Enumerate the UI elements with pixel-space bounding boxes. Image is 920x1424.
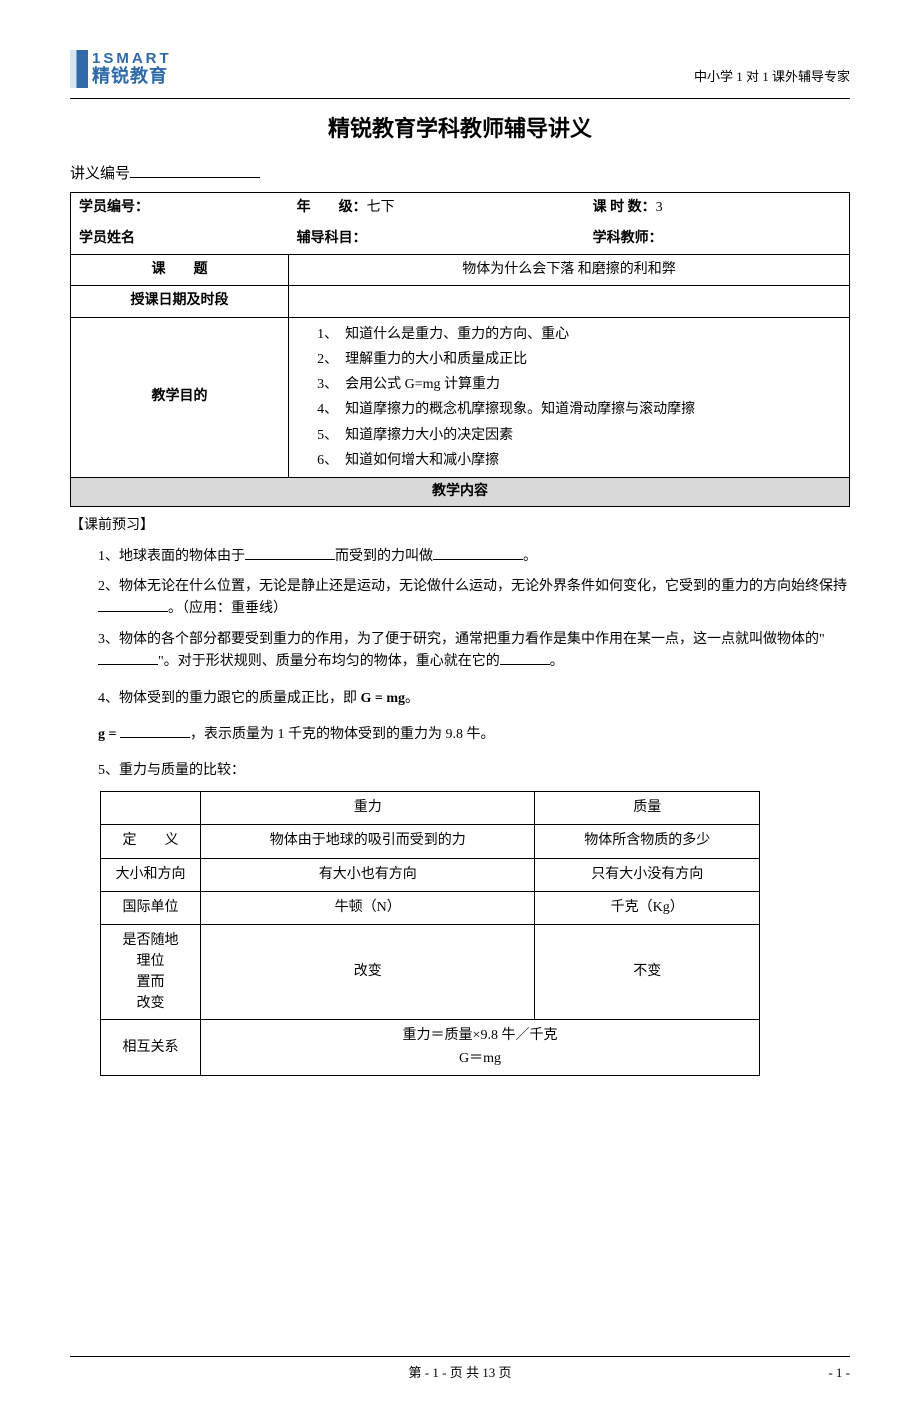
q4g-blank	[120, 724, 190, 738]
rel-value: 重力＝质量×9.8 牛／千克 G＝mg	[201, 1020, 760, 1076]
goal-item: 5、 知道摩擦力大小的决定因素	[317, 423, 841, 448]
q1-blank-1	[245, 546, 335, 560]
hours-label: 课 时 数：	[593, 200, 656, 215]
document-number: 讲义编号	[70, 160, 850, 186]
logo-english: 1SMART	[92, 51, 172, 68]
unit1: 牛顿（N）	[201, 891, 535, 924]
meta-row-goals: 教学目的 1、 知道什么是重力、重力的方向、重心 2、 理解重力的大小和质量成正…	[71, 317, 850, 477]
q2-blank	[98, 598, 168, 612]
subject-label: 辅导科目：	[297, 231, 367, 246]
student-name-label: 学员姓名	[79, 231, 135, 246]
q2-text-a: 2、物体无论在什么位置，无论是静止还是运动，无论做什么运动，无论外界条件如何变化…	[98, 579, 847, 594]
goals-cell: 1、 知道什么是重力、重力的方向、重心 2、 理解重力的大小和质量成正比 3、 …	[289, 317, 850, 477]
topic-label: 课 题	[71, 254, 289, 285]
compare-row-loc: 是否随地理位置而改变 改变 不变	[101, 925, 760, 1020]
preview-heading: 【课前预习】	[70, 515, 850, 537]
compare-header-row: 重力 质量	[101, 791, 760, 824]
header-divider	[70, 98, 850, 99]
goals-label: 教学目的	[71, 317, 289, 477]
q4g-text-a: g =	[98, 727, 116, 742]
def1: 物体由于地球的吸引而受到的力	[201, 825, 535, 858]
teacher-label: 学科教师：	[593, 231, 663, 246]
meta-row-date: 授课日期及时段	[71, 286, 850, 317]
q1-blank-2	[433, 546, 523, 560]
logo-text: 1SMART 精锐教育	[92, 51, 172, 87]
logo-chinese: 精锐教育	[92, 67, 172, 87]
preview-q2: 2、物体无论在什么位置，无论是静止还是运动，无论做什么运动，无论外界条件如何变化…	[70, 576, 850, 621]
meta-row-1: 学员编号： 年 级：七下 课 时 数：3	[71, 193, 850, 224]
doc-num-label: 讲义编号	[70, 166, 130, 182]
preview-q1: 1、地球表面的物体由于 而受到的力叫做 。	[70, 546, 850, 568]
compare-row-size: 大小和方向 有大小也有方向 只有大小没有方向	[101, 858, 760, 891]
q2-text-b: 。（应用：重垂线）	[168, 601, 287, 616]
grade-label: 年 级：	[297, 200, 367, 215]
row-rel-label: 相互关系	[101, 1020, 201, 1076]
size2: 只有大小没有方向	[535, 858, 760, 891]
compare-table: 重力 质量 定 义 物体由于地球的吸引而受到的力 物体所含物质的多少 大小和方向…	[100, 791, 760, 1076]
meta-row-2: 学员姓名 辅导科目： 学科教师：	[71, 224, 850, 255]
student-id-label: 学员编号：	[79, 200, 149, 215]
compare-row-def: 定 义 物体由于地球的吸引而受到的力 物体所含物质的多少	[101, 825, 760, 858]
unit2: 千克（Kg）	[535, 891, 760, 924]
q3-blank-2	[500, 651, 550, 665]
meta-table: 学员编号： 年 级：七下 课 时 数：3 学员姓名 辅导科目： 学科教师： 课 …	[70, 192, 850, 478]
row-loc-label: 是否随地理位置而改变	[101, 925, 201, 1020]
row-size-label: 大小和方向	[101, 858, 201, 891]
compare-row-unit: 国际单位 牛顿（N） 千克（Kg）	[101, 891, 760, 924]
goal-item: 2、 理解重力的大小和质量成正比	[317, 347, 841, 372]
goal-item: 4、 知道摩擦力的概念机摩擦现象。知道滑动摩擦与滚动摩擦	[317, 397, 841, 422]
logo-bar-icon	[70, 50, 88, 88]
compare-row-rel: 相互关系 重力＝质量×9.8 牛／千克 G＝mg	[101, 1020, 760, 1076]
date-label: 授课日期及时段	[71, 286, 289, 317]
loc2: 不变	[535, 925, 760, 1020]
page-header: 1SMART 精锐教育 中小学 1 对 1 课外辅导专家	[70, 50, 850, 88]
q4-text: 4、物体受到的重力跟它的质量成正比，即 G = mg。	[98, 691, 419, 706]
q3-blank-1	[98, 651, 158, 665]
page-footer: 第 - 1 - 页 共 13 页 - 1 -	[70, 1356, 850, 1384]
q1-text-c: 。	[523, 549, 537, 564]
topic-value: 物体为什么会下落 和磨擦的利和弊	[289, 254, 850, 285]
row-def-label: 定 义	[101, 825, 201, 858]
compare-empty-cell	[101, 791, 201, 824]
meta-row-topic: 课 题 物体为什么会下落 和磨擦的利和弊	[71, 254, 850, 285]
header-tagline: 中小学 1 对 1 课外辅导专家	[694, 67, 850, 88]
grade-value: 七下	[367, 200, 395, 215]
goal-item: 3、 会用公式 G=mg 计算重力	[317, 372, 841, 397]
preview-q4g: g = ，表示质量为 1 千克的物体受到的重力为 9.8 牛。	[70, 724, 850, 746]
q3-text-a: 3、物体的各个部分都要受到重力的作用，为了便于研究，通常把重力看作是集中作用在某…	[98, 632, 825, 647]
rel-a: 重力＝质量×9.8 牛／千克	[403, 1028, 558, 1043]
preview-q4: 4、物体受到的重力跟它的质量成正比，即 G = mg。	[70, 688, 850, 710]
q3-text-c: 。	[550, 654, 564, 669]
footer-right: - 1 -	[828, 1363, 850, 1384]
date-value	[289, 286, 850, 317]
footer-center: 第 - 1 - 页 共 13 页	[409, 1363, 512, 1384]
page-title: 精锐教育学科教师辅导讲义	[70, 111, 850, 146]
content-section-bar: 教学内容	[70, 478, 850, 507]
loc1: 改变	[201, 925, 535, 1020]
goal-item: 6、 知道如何增大和减小摩擦	[317, 448, 841, 473]
compare-col1: 重力	[201, 791, 535, 824]
row-unit-label: 国际单位	[101, 891, 201, 924]
def2: 物体所含物质的多少	[535, 825, 760, 858]
goal-item: 1、 知道什么是重力、重力的方向、重心	[317, 322, 841, 347]
preview-section: 【课前预习】 1、地球表面的物体由于而受到的力叫做。 2、物体无论在什么位置，无…	[70, 515, 850, 1076]
preview-q3: 3、物体的各个部分都要受到重力的作用，为了便于研究，通常把重力看作是集中作用在某…	[70, 629, 850, 674]
q1-text-a: 1、地球表面的物体由于	[98, 549, 245, 564]
q3-text-b: "。对于形状规则、质量分布均匀的物体，重心就在它的	[158, 654, 500, 669]
goals-list: 1、 知道什么是重力、重力的方向、重心 2、 理解重力的大小和质量成正比 3、 …	[297, 322, 841, 473]
doc-num-blank	[130, 160, 260, 178]
q4g-text-b: ，表示质量为 1 千克的物体受到的重力为 9.8 牛。	[190, 727, 495, 742]
q1-text-b: 而受到的力叫做	[335, 549, 433, 564]
size1: 有大小也有方向	[201, 858, 535, 891]
rel-b: G＝mg	[459, 1051, 501, 1066]
logo: 1SMART 精锐教育	[70, 50, 172, 88]
hours-value: 3	[656, 200, 663, 215]
compare-col2: 质量	[535, 791, 760, 824]
preview-q5: 5、重力与质量的比较：	[70, 760, 850, 782]
